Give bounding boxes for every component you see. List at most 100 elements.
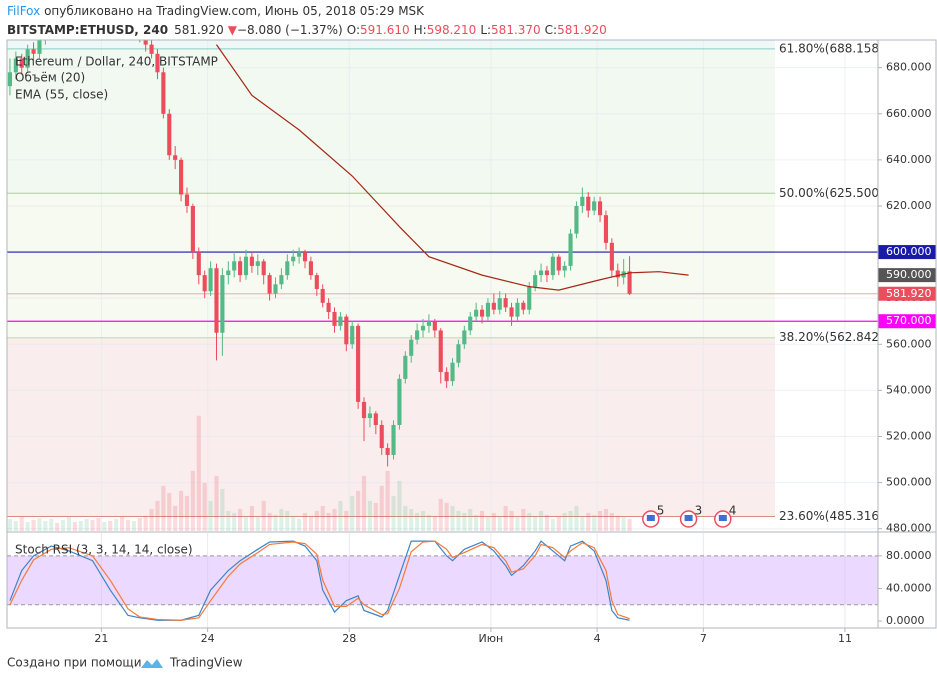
y-tick-label: 660.000 (886, 107, 932, 120)
y2-tick-label: 40.0000 (886, 581, 932, 594)
y-tick-label: 620.000 (886, 199, 932, 212)
volume-bar (273, 514, 278, 531)
volume-bar (468, 508, 473, 531)
volume-bar (37, 517, 42, 531)
candle-body (255, 261, 260, 266)
y-tick-label: 560.000 (886, 337, 932, 350)
candle-body (320, 288, 325, 303)
candle-body (415, 330, 420, 340)
candle-body (627, 271, 632, 294)
event-label: 3 (695, 504, 703, 518)
candle-body (31, 49, 36, 54)
stoch-legend: Stoch RSI (3, 3, 14, 14, close) (15, 543, 193, 557)
author[interactable]: FilFox (7, 4, 40, 18)
volume-bar (43, 520, 48, 531)
y-tick-label: 540.000 (886, 383, 932, 396)
down-arrow: ▼ (228, 23, 238, 37)
volume-bar (279, 508, 284, 531)
candle-body (361, 401, 367, 419)
candle-body (468, 316, 473, 331)
change: −8.080 (−1.37%) (237, 23, 343, 37)
header-line: FilFox опубликовано на TradingView.com, … (7, 4, 425, 18)
volume-bar (621, 516, 626, 531)
volume-bar (49, 518, 54, 531)
candle-body (521, 302, 526, 310)
y-tick-label: 520.000 (886, 429, 932, 442)
fib-label: 38.20%(562.842) (779, 330, 884, 344)
candle-body (391, 424, 396, 455)
volume-bar (66, 516, 72, 531)
candle-body (173, 155, 178, 160)
candle-body (273, 284, 278, 294)
volume-bar (420, 510, 426, 531)
candle-body (438, 330, 443, 372)
candle-body (409, 339, 414, 356)
volume-bar (503, 505, 508, 531)
volume-bar (533, 515, 538, 531)
volume-bar (556, 516, 561, 531)
candle-body (503, 298, 508, 308)
volume-bar (574, 505, 579, 531)
volume-bar (302, 512, 308, 531)
volume-bar (474, 514, 479, 531)
candle-body (143, 40, 148, 45)
volume-bar (243, 515, 249, 531)
volume-bar (456, 510, 461, 531)
volume-bar (409, 508, 414, 531)
volume-bar (627, 518, 632, 531)
volume-bar (438, 498, 443, 531)
candle-body (556, 256, 561, 271)
candle-body (397, 378, 402, 425)
volume-bar (60, 519, 66, 531)
candle-body (302, 252, 308, 262)
candle-body (314, 275, 319, 289)
volume-bar (479, 510, 485, 531)
volume-bar (562, 512, 567, 531)
event-flag (718, 515, 727, 521)
candle-body (426, 321, 431, 326)
candle-body (161, 72, 166, 114)
fib-label: 50.00%(625.500) (779, 186, 884, 200)
volume-bar (297, 518, 302, 531)
candle-body (114, 17, 118, 22)
header-quote: BITSTAMP:ETHUSD, 240 581.920 ▼−8.080 (−1.3… (7, 23, 607, 37)
x-tick-label: 21 (94, 632, 108, 645)
volume-bar (356, 490, 361, 531)
volume-bar (167, 492, 172, 531)
volume-bar (120, 516, 125, 531)
candle-body (167, 113, 172, 156)
price-pane: 61.80%(688.158) 50.00%(625.500) 38.20%(562… (7, 17, 884, 531)
candle-body (267, 275, 272, 294)
volume-bar (491, 512, 496, 531)
volume-bar (485, 516, 491, 531)
fib-label: 23.60%(485.316) (779, 509, 884, 523)
footer-brand[interactable]: TradingView (169, 656, 243, 670)
candle-body (474, 309, 479, 317)
volume-bar (527, 512, 532, 531)
candle-body (279, 275, 284, 285)
candle-body (574, 205, 579, 234)
candle-body (249, 256, 254, 266)
volume-bar (308, 516, 313, 531)
stoch-plot (7, 533, 878, 628)
candle-body (385, 448, 390, 455)
volume-bar (603, 508, 609, 531)
stoch-pane (7, 533, 878, 628)
volume-bar (196, 415, 201, 531)
candle-body (550, 256, 555, 276)
volume-bar (373, 502, 378, 531)
volume-bar (13, 520, 18, 531)
fib-label: 61.80%(688.158) (779, 41, 884, 55)
x-tick-label: 24 (201, 632, 215, 645)
event-flag (684, 515, 693, 521)
l-value: 581.370 (491, 23, 541, 37)
x-tick-label: 28 (342, 632, 356, 645)
event-flag (646, 515, 655, 521)
volume-bar (173, 505, 178, 531)
volume-bar (7, 518, 13, 531)
footer-text: Создано при помощи (7, 656, 142, 670)
volume-bar (361, 475, 367, 531)
fib-zone (7, 40, 775, 49)
price-tag (878, 245, 936, 260)
candle-body (220, 275, 225, 333)
